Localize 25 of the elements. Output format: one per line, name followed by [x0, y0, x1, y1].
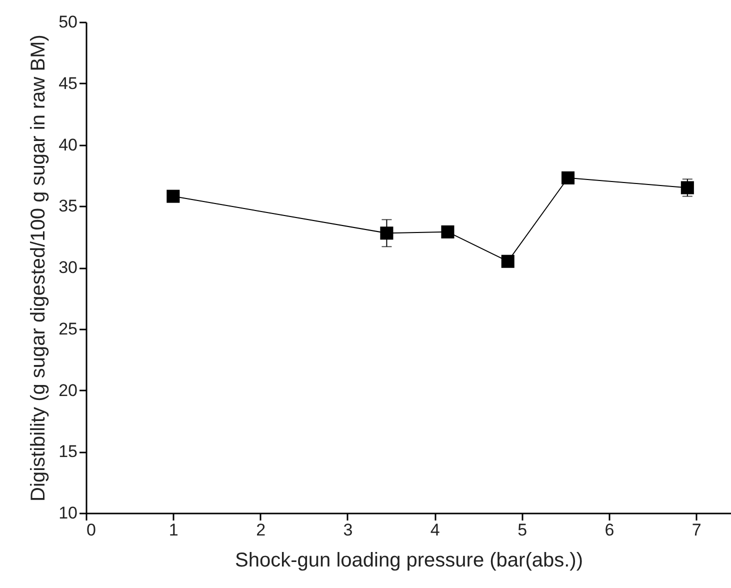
x-tick-label: 7	[692, 520, 702, 540]
point	[441, 225, 454, 238]
point	[166, 190, 180, 203]
x-tick-label: 6	[604, 520, 614, 540]
y-tick-label: 35	[58, 196, 78, 216]
y-tick-label: 25	[58, 319, 78, 338]
x-tick-label: 4	[430, 520, 440, 540]
point	[680, 181, 694, 194]
y-tick-label: 50	[58, 12, 78, 32]
x-axis-title: Shock-gun loading pressure (bar(abs.))	[235, 550, 583, 572]
y-tick-label: 15	[58, 442, 78, 462]
y-tick-label: 30	[58, 258, 78, 277]
y-tick-label: 10	[58, 504, 78, 522]
point	[561, 171, 575, 184]
x-tick-label: 3	[343, 520, 353, 540]
y-tick-label: 20	[58, 380, 78, 400]
y-axis-title: Digistibility (g sugar digested/100 g sugar in raw BM)	[28, 34, 50, 502]
x-tick-label: 0	[86, 520, 96, 540]
x-tick-label: 2	[256, 520, 266, 540]
y-tick-label: 45	[58, 74, 78, 93]
point	[501, 254, 514, 268]
point	[380, 226, 394, 240]
x-tick-label: 5	[518, 520, 528, 540]
y-tick-label: 40	[58, 135, 78, 154]
x-tick-label: 1	[168, 520, 178, 540]
